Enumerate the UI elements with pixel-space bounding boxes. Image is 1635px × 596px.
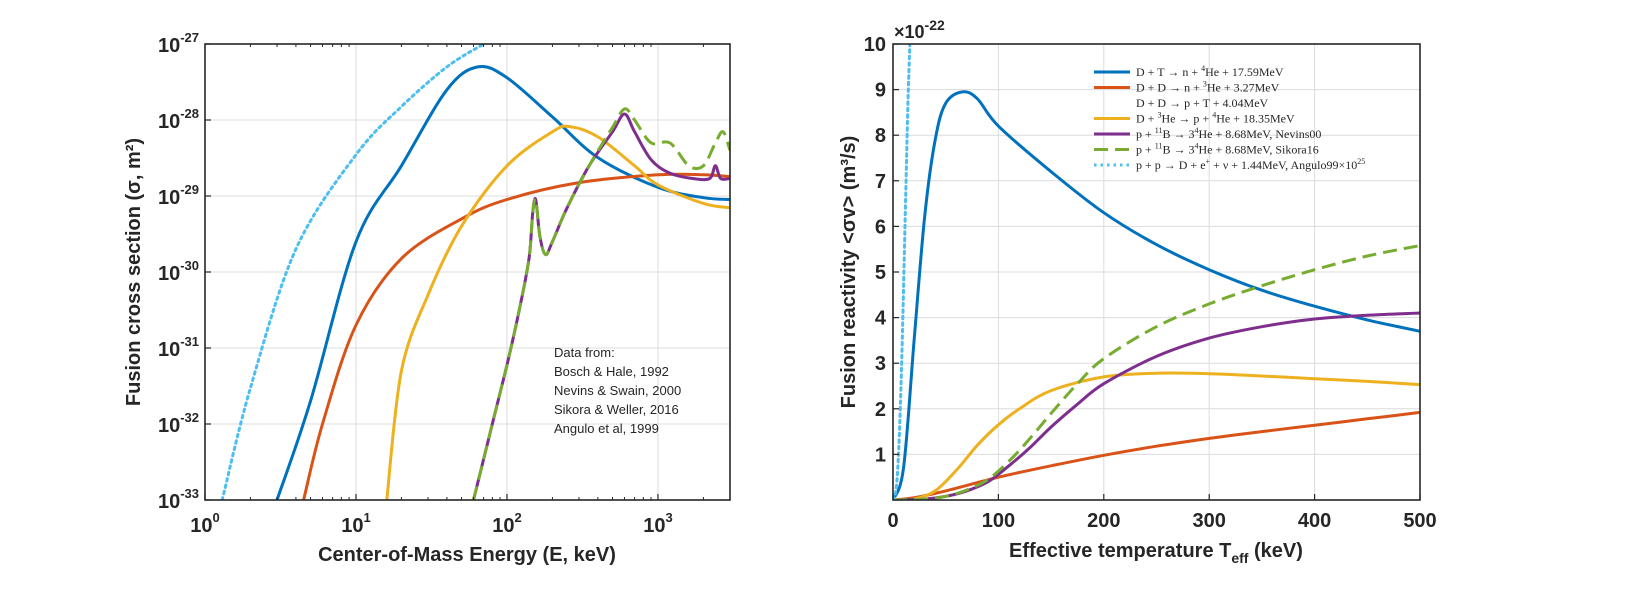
left-y-axis-label: Fusion cross section (σ, m²): [123, 138, 145, 406]
right-chart: 0 100 200 300 400 500 1 2 3 4 5 6 7 8 9 10 D + T → n + …: [838, 17, 1437, 566]
right-series-p-p-angulo99: [893, 44, 912, 500]
right-ticks: 0 100 200 300 400 500 1 2 3 4 5 6 7 8 9 10: [864, 34, 1437, 532]
right-x-tick-label: 300: [1193, 510, 1226, 532]
right-y-tick-label: 5: [875, 262, 886, 284]
right-y-tick-label: 2: [875, 399, 886, 421]
left-x-axis-label: Center-of-Mass Energy (E, keV): [318, 544, 616, 566]
right-series-d-t: [893, 90, 1420, 500]
right-x-tick-label: 100: [982, 510, 1015, 532]
right-y-axis-label: Fusion reactivity <σv> (m³/s): [838, 136, 860, 409]
left-series-p-11b-sikora16: [472, 107, 730, 500]
left-y-tick-label: 10-28: [158, 106, 199, 133]
right-y-tick-label: 3: [875, 353, 886, 375]
legend-entry: D + T → n + 4He + 17.59MeV: [1136, 64, 1284, 79]
right-series-group: [893, 44, 1420, 500]
legend-entry: D + 3He → p + 4He + 18.35MeV: [1136, 111, 1295, 126]
left-series-d-t: [275, 64, 730, 500]
right-x-tick-label: 400: [1298, 510, 1331, 532]
left-series-d-3he: [385, 124, 730, 500]
left-y-tick-label: 10-32: [158, 410, 199, 437]
left-x-tick-label: 102: [492, 510, 521, 537]
right-x-tick-label: 500: [1403, 510, 1436, 532]
right-series-d-3he: [893, 371, 1420, 500]
right-y-exponent: ×10-22: [894, 17, 945, 42]
left-annotation-line: Data from:: [554, 345, 615, 360]
left-annotation: Data from: Bosch & Hale, 1992 Nevins & Swa…: [554, 345, 681, 436]
right-y-tick-label: 7: [875, 171, 886, 193]
left-y-tick-label: 10-31: [158, 334, 199, 361]
left-chart: 100 101 102 103 10-33 10-32 10-31 10-30 10-29 10-…: [123, 30, 731, 566]
right-y-tick-label: 10: [864, 34, 886, 56]
left-series-group: [220, 44, 730, 500]
left-y-tick-label: 10-29: [158, 182, 199, 209]
legend-entry: D + D → p + T + 4.04MeV: [1136, 96, 1269, 110]
right-series-p-11b-sikora16: [893, 244, 1420, 500]
right-y-tick-label: 1: [875, 444, 886, 466]
legend-entry: p + p → D + e+ + ν + 1.44MeV, Angulo99×1…: [1136, 157, 1365, 172]
left-x-tick-label: 100: [190, 510, 219, 537]
right-series-d-d-n-: [893, 410, 1420, 500]
right-x-tick-label: 0: [887, 510, 898, 532]
right-y-tick-label: 6: [875, 216, 886, 238]
left-annotation-line: Bosch & Hale, 1992: [554, 364, 669, 379]
left-y-tick-label: 10-33: [158, 486, 199, 513]
left-y-tick-label: 10-30: [158, 258, 199, 285]
left-ticks: 100 101 102 103 10-33 10-32 10-31 10-30 10-29 10-…: [158, 30, 731, 537]
left-grid: [205, 44, 730, 500]
left-x-tick-label: 101: [341, 510, 370, 537]
left-series-p-p-angulo99: [220, 44, 486, 500]
right-y-tick-label: 9: [875, 80, 886, 102]
legend-entry: p + 11B → 34He + 8.68MeV, Nevins00: [1136, 126, 1321, 141]
left-x-tick-label: 103: [643, 510, 672, 537]
right-y-tick-label: 4: [875, 308, 887, 330]
left-annotation-line: Sikora & Weller, 2016: [554, 402, 679, 417]
right-x-tick-label: 200: [1087, 510, 1120, 532]
left-annotation-line: Angulo et al, 1999: [554, 421, 659, 436]
left-annotation-line: Nevins & Swain, 2000: [554, 383, 681, 398]
left-y-tick-label: 10-27: [158, 30, 199, 57]
right-y-tick-label: 8: [875, 125, 886, 147]
legend-entry: p + 11B → 34He + 8.68MeV, Sikora16: [1136, 142, 1319, 157]
legend-entry: D + D → n + 3He + 3.27MeV: [1136, 80, 1280, 95]
right-x-axis-label: Effective temperature Teff (keV): [1009, 540, 1303, 566]
